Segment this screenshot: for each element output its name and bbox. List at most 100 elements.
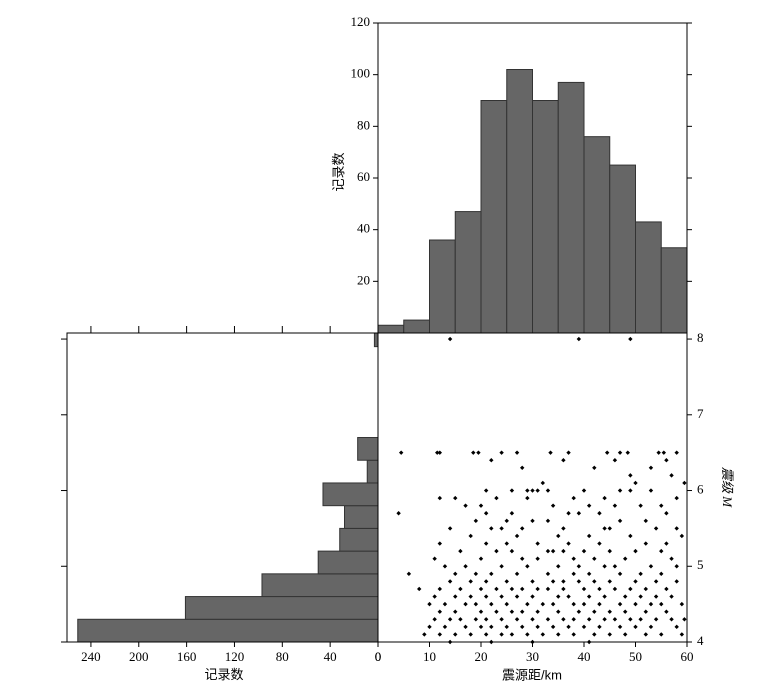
point	[633, 480, 638, 486]
point	[659, 571, 664, 577]
bar	[366, 459, 378, 484]
point	[463, 503, 468, 508]
point	[432, 617, 437, 622]
point	[586, 594, 592, 599]
point	[489, 624, 494, 630]
point	[504, 518, 509, 524]
bar	[429, 239, 456, 334]
point	[525, 495, 530, 501]
point	[638, 617, 643, 622]
point	[520, 609, 525, 614]
y-tick-label: 20	[357, 272, 370, 287]
point	[602, 564, 607, 569]
point	[669, 594, 674, 599]
x-tick-label: 160	[177, 649, 197, 664]
point	[447, 336, 453, 342]
point	[535, 624, 540, 630]
point	[548, 450, 553, 455]
point	[550, 601, 556, 607]
point	[617, 601, 623, 607]
point	[638, 594, 643, 599]
point	[638, 571, 643, 577]
point	[679, 632, 685, 637]
point	[473, 617, 479, 622]
point	[463, 564, 468, 569]
bar	[635, 221, 662, 334]
point	[604, 450, 610, 455]
point	[592, 556, 597, 561]
bar	[184, 596, 378, 620]
point	[530, 488, 535, 493]
point	[556, 594, 561, 599]
point	[442, 624, 448, 630]
point	[571, 617, 576, 622]
point	[447, 579, 453, 584]
point	[623, 632, 628, 637]
point	[483, 511, 489, 516]
point	[661, 450, 667, 455]
point	[597, 586, 602, 592]
point	[633, 548, 638, 554]
point	[602, 617, 607, 622]
point	[437, 450, 442, 455]
point	[427, 624, 432, 630]
point	[530, 617, 535, 622]
point	[648, 488, 654, 493]
point	[664, 458, 669, 463]
point	[648, 624, 654, 630]
point	[648, 601, 654, 607]
point	[471, 450, 476, 455]
point	[612, 617, 618, 622]
point	[489, 601, 494, 607]
point	[674, 526, 679, 531]
point	[509, 548, 515, 554]
point	[586, 617, 592, 622]
point	[602, 594, 607, 599]
x-tick-label: 0	[375, 649, 382, 664]
point	[550, 579, 556, 584]
point	[540, 632, 545, 637]
point	[623, 594, 628, 599]
point	[638, 503, 643, 508]
point	[653, 594, 659, 599]
bar	[609, 164, 636, 334]
point	[592, 465, 597, 471]
point	[463, 624, 468, 630]
point	[514, 450, 520, 455]
point	[592, 609, 597, 614]
y-tick-label: 4	[697, 633, 704, 648]
point	[478, 556, 484, 561]
point	[669, 617, 674, 622]
x-axis-label: 记录数	[204, 667, 243, 682]
point	[628, 473, 633, 478]
point	[504, 541, 509, 546]
point	[669, 473, 674, 478]
point	[597, 511, 602, 516]
point	[576, 609, 582, 614]
y-tick-label: 100	[351, 66, 371, 81]
point	[643, 609, 648, 614]
point	[473, 518, 479, 524]
bar	[480, 100, 508, 334]
point	[504, 579, 509, 584]
point	[633, 579, 638, 584]
point	[659, 632, 664, 637]
point	[571, 632, 576, 637]
point	[458, 586, 463, 592]
x-tick-label: 10	[423, 649, 436, 664]
point	[489, 571, 494, 577]
point	[612, 458, 618, 463]
point	[643, 541, 648, 546]
point	[607, 548, 612, 554]
point	[545, 571, 551, 577]
point	[398, 450, 404, 455]
point	[643, 518, 648, 524]
point	[494, 495, 499, 501]
point	[653, 617, 659, 622]
point	[602, 495, 607, 501]
point	[396, 511, 401, 516]
bar	[454, 211, 482, 334]
point	[597, 624, 602, 630]
point	[612, 586, 618, 592]
point	[499, 526, 504, 531]
